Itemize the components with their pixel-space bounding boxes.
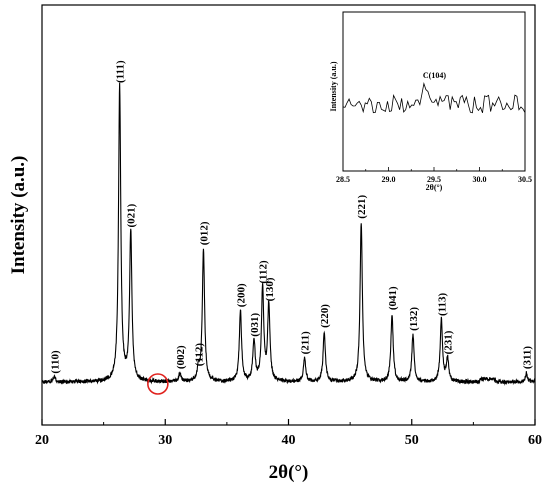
peak-labels: (110) (111) (021) (002) (112) (012) (200)(031)… [49,60,533,374]
inset-plot-frame [342,11,526,172]
peak-label: (012) [198,221,210,245]
inset-x-tick-label: 29.0 [382,175,396,184]
xrd-pattern-line [41,82,536,386]
x-axis-label: 2θ(°) [269,462,309,483]
inset-y-axis-label: Intensity (a.u.) [329,61,338,111]
main-plot: 20 30 40 50 60 (110) (111) (021) (002) (112) (012… [8,4,542,483]
peak-label: (110) [49,350,61,374]
inset-x-tick-label: 29.5 [427,175,441,184]
x-tick-label: 20 [35,433,49,448]
inset-plot: 28.5 29.0 29.5 30.0 30.5 C(104) 2θ(°) Intens… [329,11,532,192]
peak-label: (112) [258,260,270,284]
x-axis-ticks: 20 30 40 50 60 [35,419,542,448]
inset-peak-label: C(104) [423,71,446,80]
peak-label: (231) [442,330,454,354]
inset-x-axis-label: 2θ(°) [426,183,443,192]
inset-pattern-line [342,82,526,114]
inset-x-tick-label: 28.5 [336,175,350,184]
peak-label: (002) [175,345,187,369]
x-tick-label: 40 [282,433,296,448]
peak-label: (211) [300,331,312,355]
peak-label: (220) [319,304,331,328]
inset-x-tick-label: 30.5 [518,175,532,184]
x-tick-label: 60 [528,433,542,448]
peak-label: (041) [387,286,399,310]
peak-label: (311) [521,346,533,370]
peak-label: (112) [194,343,206,367]
inset-peak-labels: C(104) [423,71,446,80]
highlight-circle [147,373,169,395]
peak-label: (200) [235,283,247,307]
peak-label: (130) [264,277,276,301]
inset-x-tick-label: 30.0 [473,175,487,184]
peak-label: (132) [408,307,420,331]
peak-label: (113) [436,292,448,316]
peak-label: (031) [249,313,261,337]
inset-x-axis-ticks: 28.5 29.0 29.5 30.0 30.5 [336,167,532,184]
y-axis-label: Intensity (a.u.) [8,156,29,275]
peak-label: (221) [356,195,368,219]
x-tick-label: 30 [158,433,172,448]
peak-label: (111) [115,60,127,83]
x-tick-label: 50 [405,433,419,448]
peak-label: (021) [126,203,138,227]
annotations [147,373,169,395]
